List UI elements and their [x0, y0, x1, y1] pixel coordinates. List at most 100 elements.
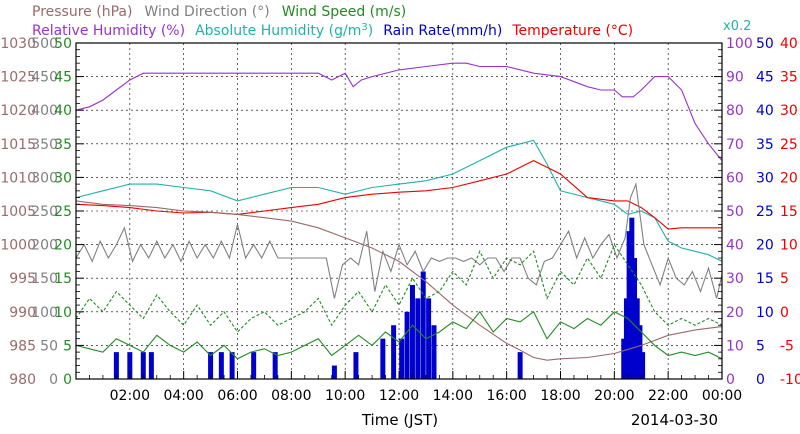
- tick-wind-speed: 40: [54, 103, 72, 119]
- tick-temperature: -10: [780, 372, 800, 388]
- tick-rain-rate: 25: [756, 204, 774, 220]
- tick-wind-speed: 50: [54, 36, 72, 52]
- tick-pressure: 985: [9, 338, 36, 354]
- x-tick-label: 14:00: [433, 388, 473, 404]
- tick-humidity: 40: [726, 238, 744, 254]
- tick-wind-direction: 450: [31, 70, 58, 86]
- tick-temperature: 0: [780, 305, 789, 321]
- tick-rain-rate: 15: [756, 271, 774, 287]
- title-row2-2: Rain Rate(mm/h): [383, 23, 502, 39]
- tick-wind-direction: 350: [31, 137, 58, 153]
- tick-wind-speed: 20: [54, 238, 72, 254]
- rain-rate-bar: [251, 352, 257, 379]
- tick-wind-speed: 45: [54, 70, 72, 86]
- rain-rate-bar: [634, 298, 640, 379]
- tick-rain-rate: 30: [756, 170, 774, 186]
- x-tick-label: 10:00: [325, 388, 365, 404]
- tick-humidity: 90: [726, 70, 744, 86]
- title-row2-3: Temperature (°C): [511, 23, 633, 39]
- tick-wind-direction: 400: [31, 103, 58, 119]
- tick-rain-rate: 20: [756, 238, 774, 254]
- tick-wind-direction: 50: [40, 338, 58, 354]
- series-pressure-hpa-line: [75, 200, 723, 361]
- tick-wind-direction: 500: [31, 36, 58, 52]
- tick-wind-speed: 30: [54, 170, 72, 186]
- x-axis: 02:00 04:00 06:00 08:00 10:00 12:00 14:00 16:00…: [89, 371, 742, 429]
- title-row2-0: Relative Humidity (%): [32, 23, 185, 39]
- x-tick-label: 00:00: [702, 388, 742, 404]
- tick-wind-direction: 200: [31, 238, 58, 254]
- tick-rain-rate: 40: [756, 103, 774, 119]
- title-row1-0: Pressure (hPa): [32, 4, 132, 20]
- tick-temperature: 5: [780, 271, 789, 287]
- rain-rate-bar: [272, 352, 278, 379]
- tick-rain-rate: 45: [756, 70, 774, 86]
- tick-humidity: 70: [726, 137, 744, 153]
- tick-pressure: 1010: [0, 170, 36, 186]
- tick-pressure: 990: [9, 305, 36, 321]
- tick-temperature: 15: [780, 204, 798, 220]
- chart-series: [75, 62, 723, 379]
- tick-humidity: 60: [726, 170, 744, 186]
- tick-wind-direction: 250: [31, 204, 58, 220]
- rain-rate-bar: [140, 352, 146, 379]
- series-wind-direction-line: [75, 181, 723, 299]
- tick-temperature: -5: [780, 338, 794, 354]
- rain-rate-bar: [148, 352, 154, 379]
- tick-pressure: 1015: [0, 137, 36, 153]
- tick-wind-speed: 25: [54, 204, 72, 220]
- title-row1-1: Wind Direction (°): [144, 4, 269, 20]
- right-axes: 0102030405060708090100051015202530354045…: [726, 36, 800, 388]
- tick-humidity: 30: [726, 271, 744, 287]
- tick-temperature: 40: [780, 36, 798, 52]
- rain-rate-bar: [621, 338, 627, 379]
- tick-pressure: 1030: [0, 36, 36, 52]
- tick-wind-direction: 150: [31, 271, 58, 287]
- tick-pressure: 1025: [0, 70, 36, 86]
- chart-titles: Pressure (hPa) Wind Direction (°) Wind Spe…: [32, 4, 751, 39]
- left-axes: 9809859909951000100510101015102010251030…: [0, 36, 722, 388]
- x-axis-label: Time (JST): [361, 411, 438, 429]
- tick-pressure: 995: [9, 271, 36, 287]
- rain-rate-bar: [218, 352, 224, 379]
- title-row2-1: Absolute Humidity (g/m3): [195, 22, 373, 39]
- tick-humidity: 80: [726, 103, 744, 119]
- tick-wind-speed: 0: [63, 372, 72, 388]
- rain-rate-bar: [420, 271, 426, 379]
- rain-rate-bar: [640, 352, 646, 379]
- rain-rate-bar: [127, 352, 133, 379]
- tick-wind-direction: 300: [31, 170, 58, 186]
- tick-temperature: 35: [780, 70, 798, 86]
- tick-temperature: 20: [780, 170, 798, 186]
- x-tick-label: 02:00: [110, 388, 150, 404]
- tick-rain-rate: 5: [756, 338, 765, 354]
- tick-pressure: 1020: [0, 103, 36, 119]
- rain-rate-bar: [391, 325, 397, 379]
- tick-pressure: 1005: [0, 204, 36, 220]
- x-tick-label: 08:00: [271, 388, 311, 404]
- x-tick-label: 20:00: [594, 388, 634, 404]
- tick-humidity: 0: [726, 372, 735, 388]
- tick-humidity: 10: [726, 338, 744, 354]
- tick-rain-rate: 10: [756, 305, 774, 321]
- tick-wind-speed: 10: [54, 305, 72, 321]
- rain-rate-bar: [399, 338, 405, 379]
- rain-rate-bar: [426, 298, 432, 379]
- rain-rate-bar: [229, 352, 235, 379]
- tick-temperature: 10: [780, 238, 798, 254]
- date-label: 2014-03-30: [631, 411, 718, 429]
- tick-temperature: 25: [780, 137, 798, 153]
- rain-rate-bar: [629, 217, 635, 379]
- tick-humidity: 20: [726, 305, 744, 321]
- tick-wind-speed: 5: [63, 338, 72, 354]
- rain-rate-bar: [623, 298, 629, 379]
- tick-temperature: 30: [780, 103, 798, 119]
- series-relative-humidity-line: [75, 62, 723, 161]
- tick-pressure: 1000: [0, 238, 36, 254]
- tick-wind-direction: 0: [49, 372, 58, 388]
- tick-rain-rate: 50: [756, 36, 774, 52]
- tick-rain-rate: 0: [756, 372, 765, 388]
- title-row1-2: Wind Speed (m/s): [282, 4, 407, 20]
- tick-pressure: 980: [9, 372, 36, 388]
